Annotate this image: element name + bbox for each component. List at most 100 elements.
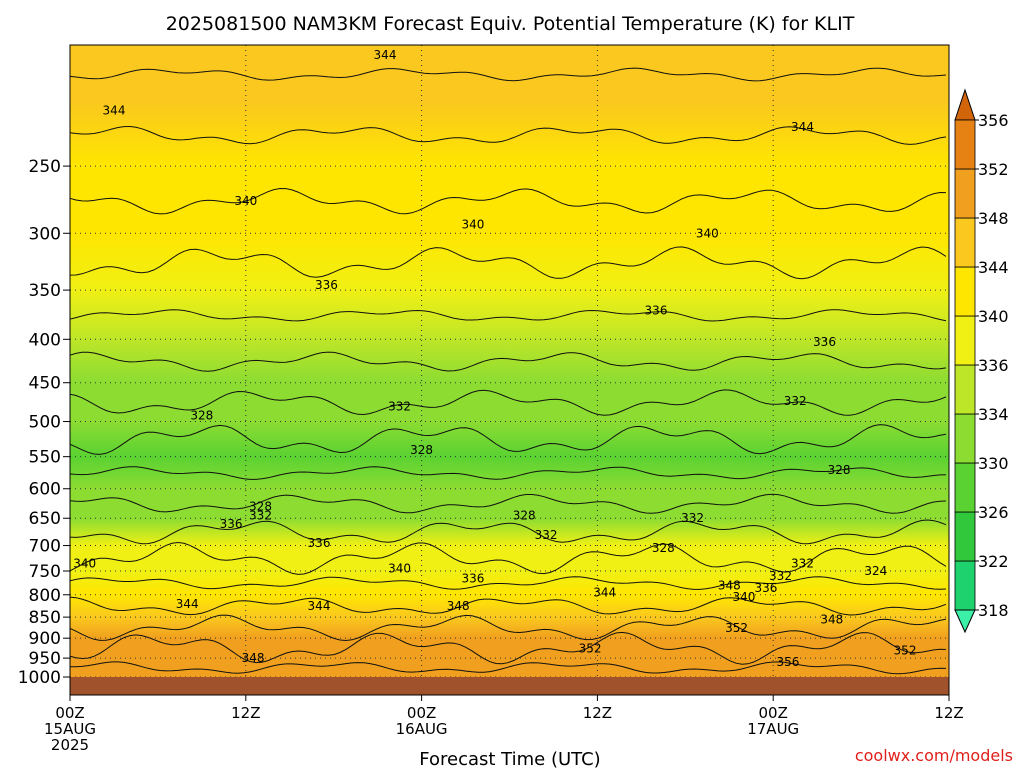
contour-label: 340 xyxy=(461,218,484,232)
contour-line xyxy=(70,187,947,215)
contour-line xyxy=(70,389,947,416)
contour-line xyxy=(70,614,947,642)
contour-label: 336 xyxy=(308,536,331,550)
colorbar-segment xyxy=(954,413,976,464)
y-tick-label: 650 xyxy=(29,509,61,529)
y-tick-label: 950 xyxy=(29,649,61,669)
x-tick-label: 12Z xyxy=(583,704,612,722)
contour-label: 328 xyxy=(410,443,433,457)
x-tick-label: 00Z xyxy=(407,704,436,722)
colorbar-segment xyxy=(954,364,976,415)
y-tick-label: 350 xyxy=(29,281,61,301)
contour-label: 340 xyxy=(234,194,257,208)
contour-label: 328 xyxy=(513,508,536,522)
colorbar-tick-label: 330 xyxy=(978,454,1009,473)
contour-label: 344 xyxy=(791,120,814,134)
colorbar-segment xyxy=(954,462,976,513)
contour-line xyxy=(70,631,947,665)
contour-label: 340 xyxy=(732,590,755,604)
contour-label: 332 xyxy=(249,508,272,522)
grid-lines xyxy=(70,45,949,695)
y-tick-label: 750 xyxy=(29,562,61,582)
contour-line xyxy=(70,309,947,322)
colorbar-segment xyxy=(954,119,976,170)
colorbar-segment xyxy=(954,217,976,268)
colorbar-segment xyxy=(954,315,976,366)
x-tick-label: 2025 xyxy=(51,736,89,754)
contour-label: 336 xyxy=(813,335,836,349)
y-tick-label: 500 xyxy=(29,413,61,433)
contour-label: 348 xyxy=(447,599,470,613)
contour-line xyxy=(70,351,947,372)
colorbar-top-arrow xyxy=(954,88,976,121)
x-tick-label: 17AUG xyxy=(747,720,799,738)
contour-line xyxy=(70,424,947,455)
contour-line xyxy=(70,67,947,82)
contour-line xyxy=(70,596,947,616)
y-tick-label: 450 xyxy=(29,374,61,394)
contour-label: 336 xyxy=(754,581,777,595)
x-tick-label: 00Z xyxy=(55,704,84,722)
colorbar-tick-label: 334 xyxy=(978,405,1009,424)
contour-label: 332 xyxy=(535,528,558,542)
colorbar-tick-label: 322 xyxy=(978,552,1009,571)
contour-label: 344 xyxy=(176,597,199,611)
contour-label: 344 xyxy=(308,599,331,613)
contour-label: 348 xyxy=(820,612,843,626)
contour-label: 344 xyxy=(593,586,616,600)
colorbar-segment xyxy=(954,168,976,219)
contour-label: 352 xyxy=(894,643,917,657)
contour-label: 340 xyxy=(696,226,719,240)
contour-line xyxy=(70,661,947,675)
contour-line xyxy=(70,246,947,280)
x-tick-label: 16AUG xyxy=(396,720,448,738)
contour-lines xyxy=(70,67,947,675)
contour-line xyxy=(70,125,947,145)
contour-label: 336 xyxy=(461,571,484,585)
y-tick-label: 400 xyxy=(29,330,61,350)
contour-label: 332 xyxy=(784,394,807,408)
colorbar-segment xyxy=(954,560,976,611)
chart-title: 2025081500 NAM3KM Forecast Equiv. Potent… xyxy=(166,13,855,35)
y-tick-label: 300 xyxy=(29,224,61,244)
x-tick-label: 12Z xyxy=(934,704,963,722)
contour-label: 332 xyxy=(388,400,411,414)
x-axis-label: Forecast Time (UTC) xyxy=(419,749,600,768)
contour-label: 344 xyxy=(374,48,397,62)
y-tick-label: 800 xyxy=(29,586,61,606)
contour-label: 356 xyxy=(776,655,799,669)
colorbar-tick-label: 326 xyxy=(978,503,1009,522)
x-tick-label: 00Z xyxy=(759,704,788,722)
contour-label: 332 xyxy=(769,569,792,583)
contour-label: 328 xyxy=(652,541,675,555)
x-tick-label: 12Z xyxy=(231,704,260,722)
colorbar: 318 322 326 330 334 336 340 344 348 352 356 xyxy=(954,88,1009,634)
colorbar-tick-label: 356 xyxy=(978,111,1009,130)
y-tick-label: 850 xyxy=(29,608,61,628)
y-axis: 2503003504004505005506006507007508008509… xyxy=(18,157,70,688)
contour-label: 348 xyxy=(242,651,265,665)
contour-label: 332 xyxy=(681,511,704,525)
plot-frame xyxy=(69,44,950,696)
contour-label: 352 xyxy=(725,621,748,635)
contour-line xyxy=(70,576,947,590)
y-tick-label: 900 xyxy=(29,629,61,649)
contour-label: 340 xyxy=(388,562,411,576)
contour-label: 348 xyxy=(718,578,741,592)
contour-line xyxy=(70,466,947,480)
colorbar-tick-label: 352 xyxy=(978,160,1009,179)
y-tick-label: 550 xyxy=(29,448,61,468)
contour-label: 324 xyxy=(864,564,887,578)
contour-label: 352 xyxy=(579,641,602,655)
contour-label: 328 xyxy=(249,500,272,514)
contour-label: 344 xyxy=(103,104,126,118)
theta-e-field xyxy=(70,45,949,695)
colorbar-segment xyxy=(954,266,976,317)
contour-line xyxy=(70,541,947,575)
x-tick-label: 15AUG xyxy=(44,720,96,738)
colorbar-tick-label: 318 xyxy=(978,601,1009,620)
